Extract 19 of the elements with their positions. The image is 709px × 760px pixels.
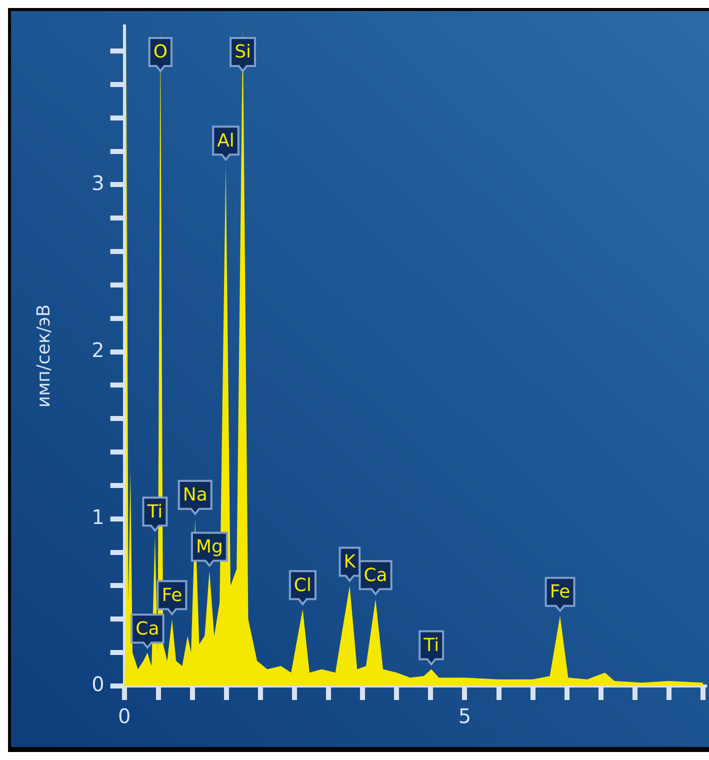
y-axis-title: имп/сек/эВ	[33, 304, 54, 408]
annotation: K	[344, 551, 357, 572]
annotation: Al	[217, 130, 234, 152]
y-tick-label: 0	[92, 672, 104, 696]
y-tick-label: 2	[92, 338, 104, 362]
annotation: Cl	[294, 574, 312, 596]
y-tick-label: 3	[92, 170, 104, 195]
annotation: Fe	[162, 584, 182, 606]
annotation: Ti	[422, 634, 440, 656]
annotation: Fe	[550, 581, 570, 602]
annotation: Ti	[146, 501, 163, 522]
annotation: Na	[182, 484, 208, 506]
annotation: Ca	[364, 564, 388, 586]
annotation: Ca	[136, 618, 160, 640]
annotation: Mg	[196, 536, 223, 558]
x-tick-label: 5	[458, 704, 472, 728]
annotation: O	[153, 42, 168, 63]
y-tick-label: 1	[92, 505, 104, 530]
annotation: Si	[234, 42, 251, 63]
